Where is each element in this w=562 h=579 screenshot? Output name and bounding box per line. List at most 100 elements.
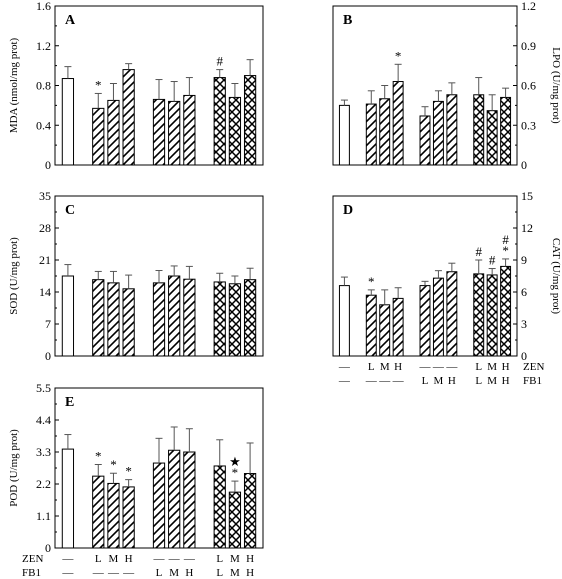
y-axis-label: LPO (U/mg prot) — [550, 47, 562, 124]
y-tick-label: 0.8 — [36, 79, 51, 93]
bar-control — [61, 448, 75, 549]
bar-zen-fb1-h — [243, 279, 257, 357]
group-label: M — [434, 375, 444, 387]
significance-mark: * — [110, 457, 117, 472]
group-label: L — [422, 375, 429, 387]
bar-fb1-m — [168, 275, 181, 357]
bar-fb1-m — [168, 449, 181, 549]
y-axis-label: SOD (U/mg prot) — [8, 237, 20, 315]
panel-letter: D — [343, 203, 353, 218]
y-tick-label: 7 — [45, 317, 51, 331]
bar-zen-fb1-l — [473, 94, 485, 166]
group-label: — — [153, 553, 166, 565]
bar-fb1-m — [168, 100, 181, 166]
bar-fb1-l — [152, 282, 166, 357]
significance-mark: * — [502, 243, 509, 258]
y-tick-label: 1.2 — [36, 39, 51, 53]
group-label: H — [502, 375, 510, 387]
group-label: M — [169, 567, 179, 579]
bar-zen-m — [107, 482, 120, 549]
bar-fb1-h — [446, 271, 458, 357]
bar-zen-l — [365, 103, 377, 166]
bar-control — [338, 104, 350, 166]
y-tick-label: 12 — [521, 221, 533, 235]
y-tick-label: 3.3 — [36, 445, 51, 459]
panel-letter: E — [65, 395, 74, 410]
bar-zen-h — [122, 69, 135, 166]
group-label: L — [368, 361, 375, 373]
chart-panel-b: 0 0.3 0.6 0.9 1.2 LPO (U/mg prot) B * — [332, 0, 562, 172]
group-label: M — [109, 553, 119, 565]
group-row-name: ZEN — [22, 553, 43, 565]
group-label: L — [216, 553, 223, 565]
bar-zen-fb1-h — [500, 96, 512, 166]
bar-zen-h — [122, 288, 135, 357]
y-tick-label: 0.4 — [36, 118, 51, 132]
bar-zen-l — [365, 294, 377, 357]
bar-zen-h — [392, 297, 404, 357]
y-tick-label: 9 — [521, 253, 527, 267]
bar-zen-h — [392, 81, 404, 166]
group-label: — — [122, 567, 135, 579]
y-tick-label: 1.1 — [36, 509, 51, 523]
group-label: — — [432, 361, 445, 373]
bar-zen-m — [107, 99, 120, 166]
group-row-name: FB1 — [22, 567, 41, 579]
group-label: — — [365, 375, 378, 387]
group-label: — — [338, 375, 351, 387]
group-label: M — [487, 375, 497, 387]
panel-letter: A — [65, 13, 76, 28]
significance-mark: * — [368, 274, 375, 289]
group-label: — — [392, 375, 405, 387]
panel-letter: B — [343, 13, 352, 28]
bar-zen-fb1-m — [228, 96, 242, 166]
bar-zen-fb1-l — [473, 273, 485, 357]
significance-mark: * — [232, 465, 239, 480]
bar-fb1-m — [432, 100, 444, 166]
y-tick-label: 0 — [45, 541, 51, 555]
y-tick-label: 15 — [521, 189, 533, 203]
significance-mark: * — [125, 464, 132, 479]
group-label: H — [246, 567, 254, 579]
significance-mark: ★ — [229, 454, 241, 469]
bar-zen-m — [379, 98, 391, 166]
group-row-name: ZEN — [523, 361, 544, 373]
significance-mark: * — [395, 48, 402, 63]
y-tick-label: 1.6 — [36, 0, 51, 13]
bar-zen-fb1-m — [486, 110, 498, 166]
bar-zen-fb1-m — [486, 274, 498, 357]
significance-mark: # — [502, 232, 509, 247]
bar-fb1-h — [446, 94, 458, 166]
y-tick-label: 6 — [521, 285, 527, 299]
significance-mark: # — [216, 54, 223, 69]
bar-zen-h — [122, 486, 135, 549]
bar-zen-fb1-m — [228, 283, 242, 357]
y-tick-label: 3 — [521, 317, 527, 331]
bar-zen-l — [92, 279, 105, 357]
bar-fb1-m — [432, 277, 444, 357]
bar-zen-fb1-l — [213, 465, 226, 549]
group-label: — — [338, 361, 351, 373]
group-label: H — [502, 361, 510, 373]
bar-fb1-l — [152, 462, 166, 549]
group-label: L — [216, 567, 223, 579]
group-label: L — [475, 375, 482, 387]
y-tick-label: 14 — [39, 285, 51, 299]
y-tick-label: 0 — [521, 349, 527, 363]
bar-fb1-l — [419, 285, 431, 357]
bar-fb1-h — [183, 278, 196, 357]
panel-letter: C — [65, 203, 75, 218]
bar-fb1-l — [419, 115, 431, 166]
y-tick-label: 28 — [39, 221, 51, 235]
significance-mark: * — [95, 77, 102, 92]
bar-fb1-h — [183, 451, 196, 549]
group-label: M — [487, 361, 497, 373]
group-label: — — [61, 553, 74, 565]
y-tick-label: 0.9 — [521, 39, 536, 53]
y-tick-label: 0.6 — [521, 79, 536, 93]
group-label: H — [185, 567, 193, 579]
chart-panel-a: 0 0.4 0.8 1.2 1.6 MDA (nmol/mg prot) A * # — [8, 0, 264, 172]
